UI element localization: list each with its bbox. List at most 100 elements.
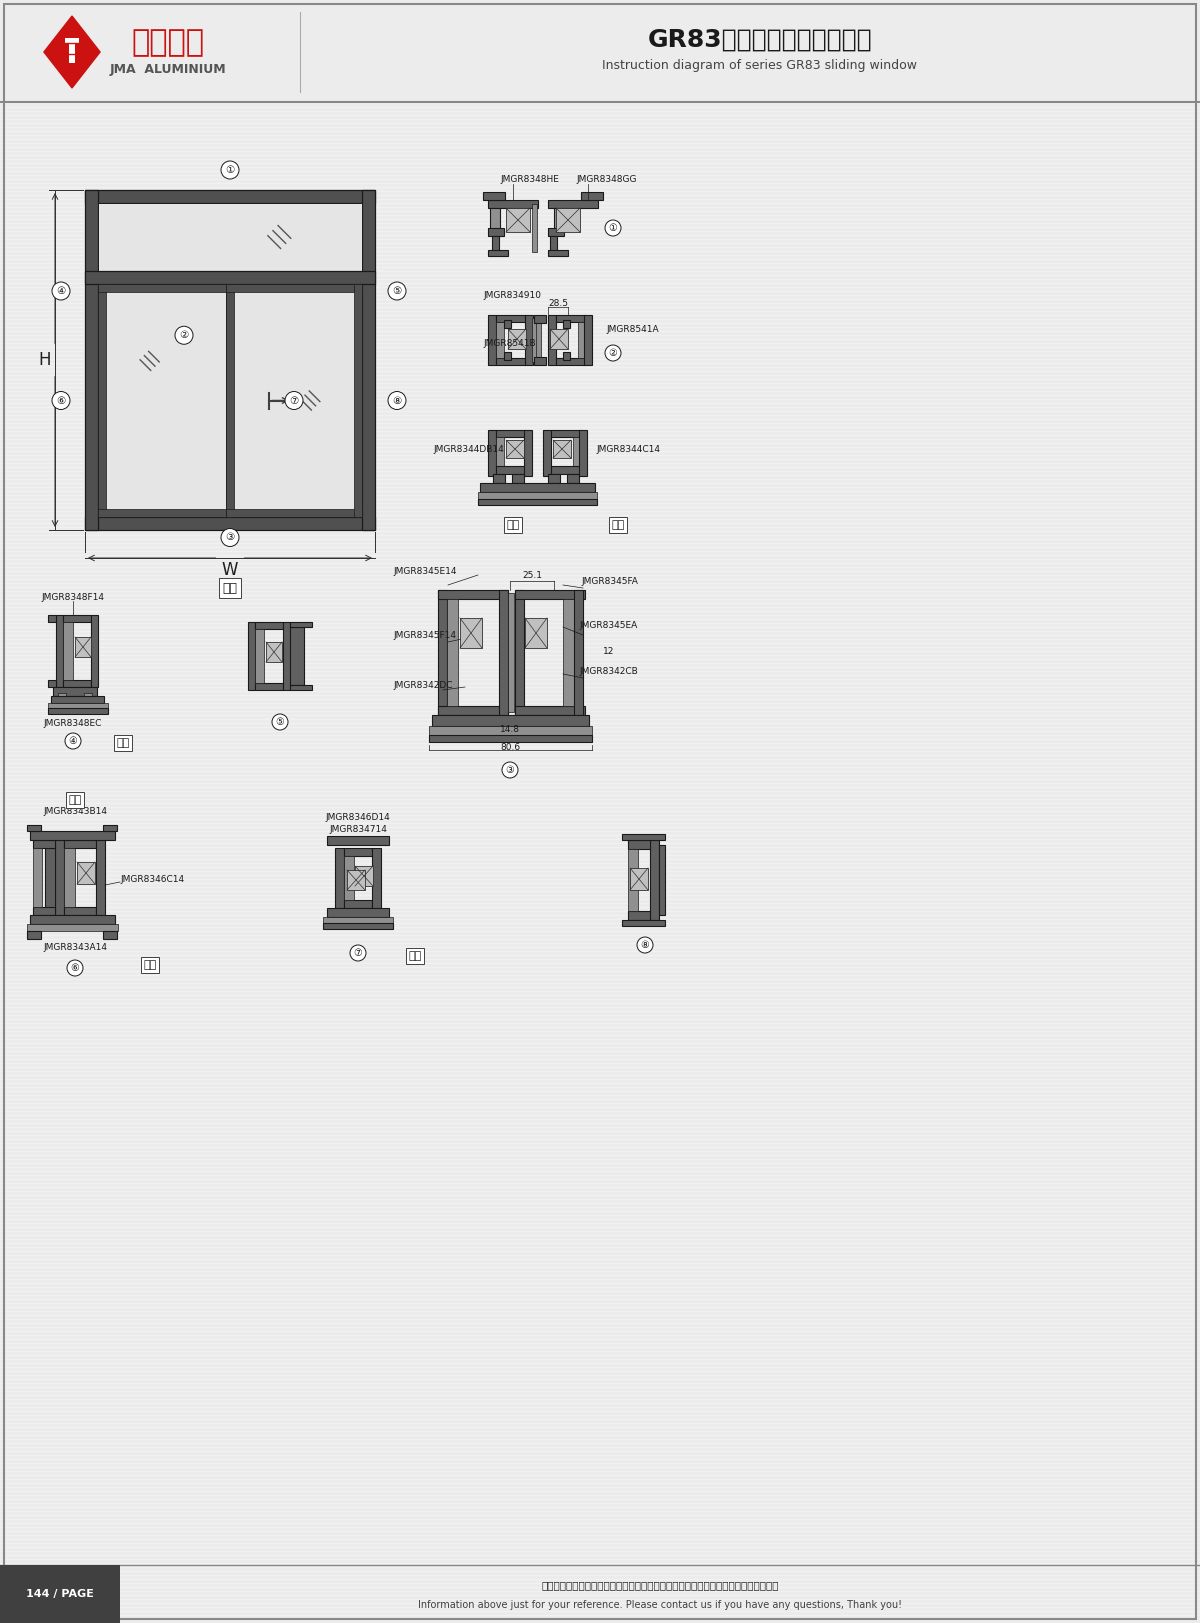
- Text: ②: ②: [179, 329, 188, 341]
- Bar: [478, 498, 598, 505]
- Bar: [581, 192, 604, 200]
- Bar: [256, 683, 283, 690]
- Text: JMGR8345EA: JMGR8345EA: [580, 620, 638, 630]
- Bar: [548, 250, 568, 256]
- Bar: [55, 841, 64, 915]
- Bar: [622, 920, 665, 927]
- Bar: [478, 492, 598, 498]
- Bar: [548, 200, 598, 208]
- Text: JMGR8346D14: JMGR8346D14: [325, 813, 390, 823]
- Text: JMGR8344C14: JMGR8344C14: [596, 445, 660, 454]
- Bar: [326, 836, 389, 846]
- Bar: [48, 680, 56, 687]
- Circle shape: [65, 734, 82, 748]
- Bar: [506, 208, 530, 232]
- Text: JMGR8348HE: JMGR8348HE: [500, 175, 559, 185]
- Bar: [496, 437, 504, 467]
- Bar: [446, 599, 458, 706]
- Text: ⑤: ⑤: [392, 286, 402, 295]
- Bar: [354, 284, 362, 518]
- Bar: [96, 841, 106, 915]
- Bar: [56, 615, 64, 687]
- Text: 室外: 室外: [116, 738, 130, 748]
- Bar: [554, 208, 564, 230]
- Bar: [98, 284, 234, 292]
- Text: JMGR8346C14: JMGR8346C14: [120, 875, 184, 885]
- Bar: [335, 847, 344, 907]
- Bar: [70, 42, 74, 63]
- Circle shape: [52, 282, 70, 300]
- Bar: [372, 847, 382, 907]
- Bar: [550, 235, 557, 255]
- Bar: [496, 315, 526, 321]
- Text: JMGR8342DC: JMGR8342DC: [394, 680, 452, 690]
- Bar: [504, 352, 511, 360]
- Bar: [226, 510, 362, 518]
- Text: JMGR8541A: JMGR8541A: [606, 326, 659, 334]
- Text: Instruction diagram of series GR83 sliding window: Instruction diagram of series GR83 slidi…: [602, 60, 918, 73]
- Bar: [226, 284, 234, 518]
- Bar: [499, 591, 508, 716]
- Bar: [226, 284, 362, 292]
- Bar: [524, 430, 532, 476]
- Bar: [508, 592, 514, 712]
- Text: 室内: 室内: [506, 519, 520, 531]
- Text: 室外: 室外: [143, 959, 157, 971]
- Text: Information above just for your reference. Please contact us if you have any que: Information above just for your referenc…: [418, 1600, 902, 1610]
- Bar: [650, 841, 659, 920]
- Text: 坚美铝业: 坚美铝业: [132, 29, 204, 57]
- Bar: [46, 846, 55, 911]
- Text: GR83系列隔热推拉窗结构图: GR83系列隔热推拉窗结构图: [648, 28, 872, 52]
- Bar: [256, 630, 264, 683]
- Bar: [496, 321, 504, 359]
- Bar: [515, 591, 524, 716]
- Polygon shape: [44, 16, 100, 88]
- Circle shape: [388, 282, 406, 300]
- Circle shape: [221, 161, 239, 179]
- Bar: [490, 208, 500, 230]
- Text: JMGR834714: JMGR834714: [329, 826, 386, 834]
- Bar: [504, 320, 511, 328]
- Bar: [64, 615, 91, 622]
- Text: JMGR8343B14: JMGR8343B14: [43, 808, 107, 816]
- Text: JMGR8345F14: JMGR8345F14: [394, 630, 456, 639]
- Text: JMGR8348GG: JMGR8348GG: [576, 175, 636, 185]
- Text: 室外: 室外: [408, 951, 421, 961]
- Text: ②: ②: [608, 347, 617, 359]
- Bar: [362, 190, 374, 531]
- Bar: [248, 622, 256, 690]
- Bar: [84, 693, 92, 701]
- Bar: [488, 250, 508, 256]
- Bar: [542, 430, 551, 476]
- Text: ④: ④: [68, 735, 77, 747]
- Bar: [548, 227, 564, 235]
- Bar: [64, 680, 91, 687]
- Bar: [488, 315, 496, 365]
- Text: 室内: 室内: [222, 581, 238, 594]
- Bar: [323, 923, 394, 928]
- Bar: [98, 284, 234, 518]
- Bar: [77, 862, 95, 885]
- Text: ③: ③: [505, 764, 515, 776]
- Text: ⑧: ⑧: [392, 396, 402, 406]
- Bar: [496, 359, 526, 365]
- Text: ⑥: ⑥: [56, 396, 66, 406]
- Bar: [553, 440, 571, 458]
- Bar: [226, 284, 362, 518]
- Bar: [34, 841, 55, 847]
- Bar: [283, 622, 290, 690]
- Bar: [630, 868, 648, 889]
- Bar: [438, 706, 508, 716]
- Text: 室外: 室外: [611, 519, 625, 531]
- Bar: [628, 911, 650, 920]
- Text: JMGR8541B: JMGR8541B: [482, 339, 535, 347]
- Bar: [438, 591, 508, 599]
- Text: JMGR8343A14: JMGR8343A14: [43, 943, 107, 953]
- Bar: [515, 591, 586, 599]
- Text: 室内: 室内: [222, 581, 238, 594]
- Bar: [65, 37, 79, 42]
- Bar: [526, 618, 547, 648]
- Circle shape: [52, 391, 70, 409]
- Bar: [30, 831, 115, 841]
- Text: JMGR8348EC: JMGR8348EC: [44, 719, 102, 727]
